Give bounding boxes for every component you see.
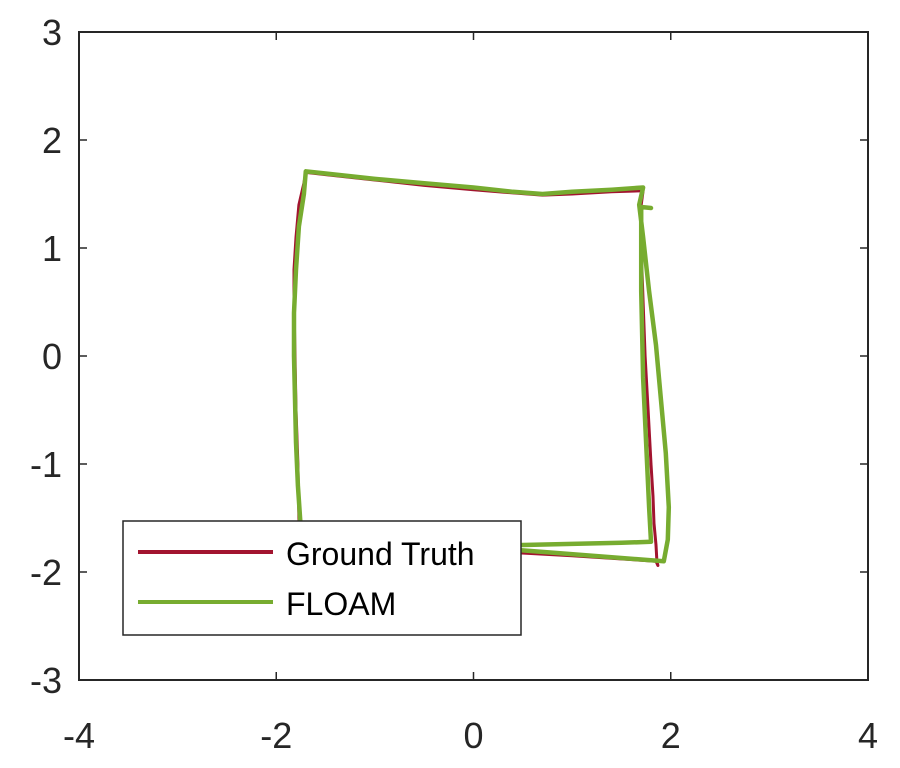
legend: Ground Truth FLOAM bbox=[122, 520, 522, 636]
series-lines bbox=[291, 169, 672, 567]
tick-marks bbox=[78, 31, 869, 681]
y-tick-labels: -3 -2 -1 0 1 2 3 bbox=[30, 12, 62, 701]
legend-label-floam: FLOAM bbox=[286, 586, 396, 622]
legend-box bbox=[122, 520, 522, 636]
x-tick-labels: -4 -2 0 2 4 bbox=[63, 715, 878, 756]
x-tick-label: 2 bbox=[661, 715, 681, 756]
x-tick-label: 4 bbox=[858, 715, 878, 756]
x-tick-label: 0 bbox=[463, 715, 483, 756]
y-tick-label: -1 bbox=[30, 444, 62, 485]
x-tick-label: -2 bbox=[260, 715, 292, 756]
y-tick-label: -2 bbox=[30, 552, 62, 593]
y-tick-label: 3 bbox=[42, 12, 62, 53]
legend-label-ground-truth: Ground Truth bbox=[286, 536, 475, 572]
x-tick-label: -4 bbox=[63, 715, 95, 756]
y-tick-label: 0 bbox=[42, 336, 62, 377]
series-line-floam bbox=[291, 169, 672, 564]
y-tick-label: 2 bbox=[42, 120, 62, 161]
y-tick-label: -3 bbox=[30, 660, 62, 701]
y-tick-label: 1 bbox=[42, 228, 62, 269]
